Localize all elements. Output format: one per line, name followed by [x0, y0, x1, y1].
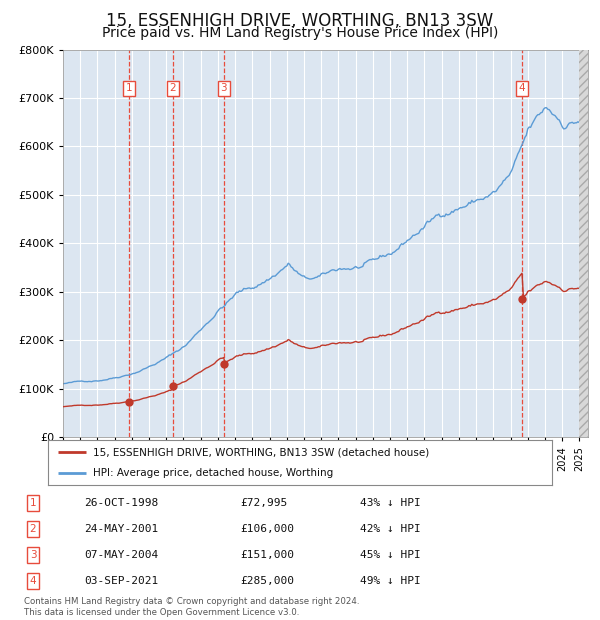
- Text: 3: 3: [29, 550, 37, 560]
- Text: 15, ESSENHIGH DRIVE, WORTHING, BN13 3SW: 15, ESSENHIGH DRIVE, WORTHING, BN13 3SW: [106, 12, 494, 30]
- Text: 24-MAY-2001: 24-MAY-2001: [84, 524, 158, 534]
- Text: 4: 4: [29, 576, 37, 586]
- Text: 2: 2: [170, 83, 176, 94]
- Text: Contains HM Land Registry data © Crown copyright and database right 2024.
This d: Contains HM Land Registry data © Crown c…: [24, 598, 359, 617]
- Text: £151,000: £151,000: [240, 550, 294, 560]
- Text: 42% ↓ HPI: 42% ↓ HPI: [360, 524, 421, 534]
- Text: 3: 3: [221, 83, 227, 94]
- Text: 4: 4: [519, 83, 526, 94]
- Text: 07-MAY-2004: 07-MAY-2004: [84, 550, 158, 560]
- Text: 1: 1: [125, 83, 132, 94]
- Text: 45% ↓ HPI: 45% ↓ HPI: [360, 550, 421, 560]
- Text: £106,000: £106,000: [240, 524, 294, 534]
- Text: £72,995: £72,995: [240, 498, 287, 508]
- Text: 2: 2: [29, 524, 37, 534]
- Text: 26-OCT-1998: 26-OCT-1998: [84, 498, 158, 508]
- Bar: [580, 50, 596, 437]
- Text: 49% ↓ HPI: 49% ↓ HPI: [360, 576, 421, 586]
- Text: 1: 1: [29, 498, 37, 508]
- Text: 15, ESSENHIGH DRIVE, WORTHING, BN13 3SW (detached house): 15, ESSENHIGH DRIVE, WORTHING, BN13 3SW …: [94, 447, 430, 458]
- Text: HPI: Average price, detached house, Worthing: HPI: Average price, detached house, Wort…: [94, 467, 334, 478]
- Text: £285,000: £285,000: [240, 576, 294, 586]
- Text: 03-SEP-2021: 03-SEP-2021: [84, 576, 158, 586]
- Text: 43% ↓ HPI: 43% ↓ HPI: [360, 498, 421, 508]
- Text: Price paid vs. HM Land Registry's House Price Index (HPI): Price paid vs. HM Land Registry's House …: [102, 26, 498, 40]
